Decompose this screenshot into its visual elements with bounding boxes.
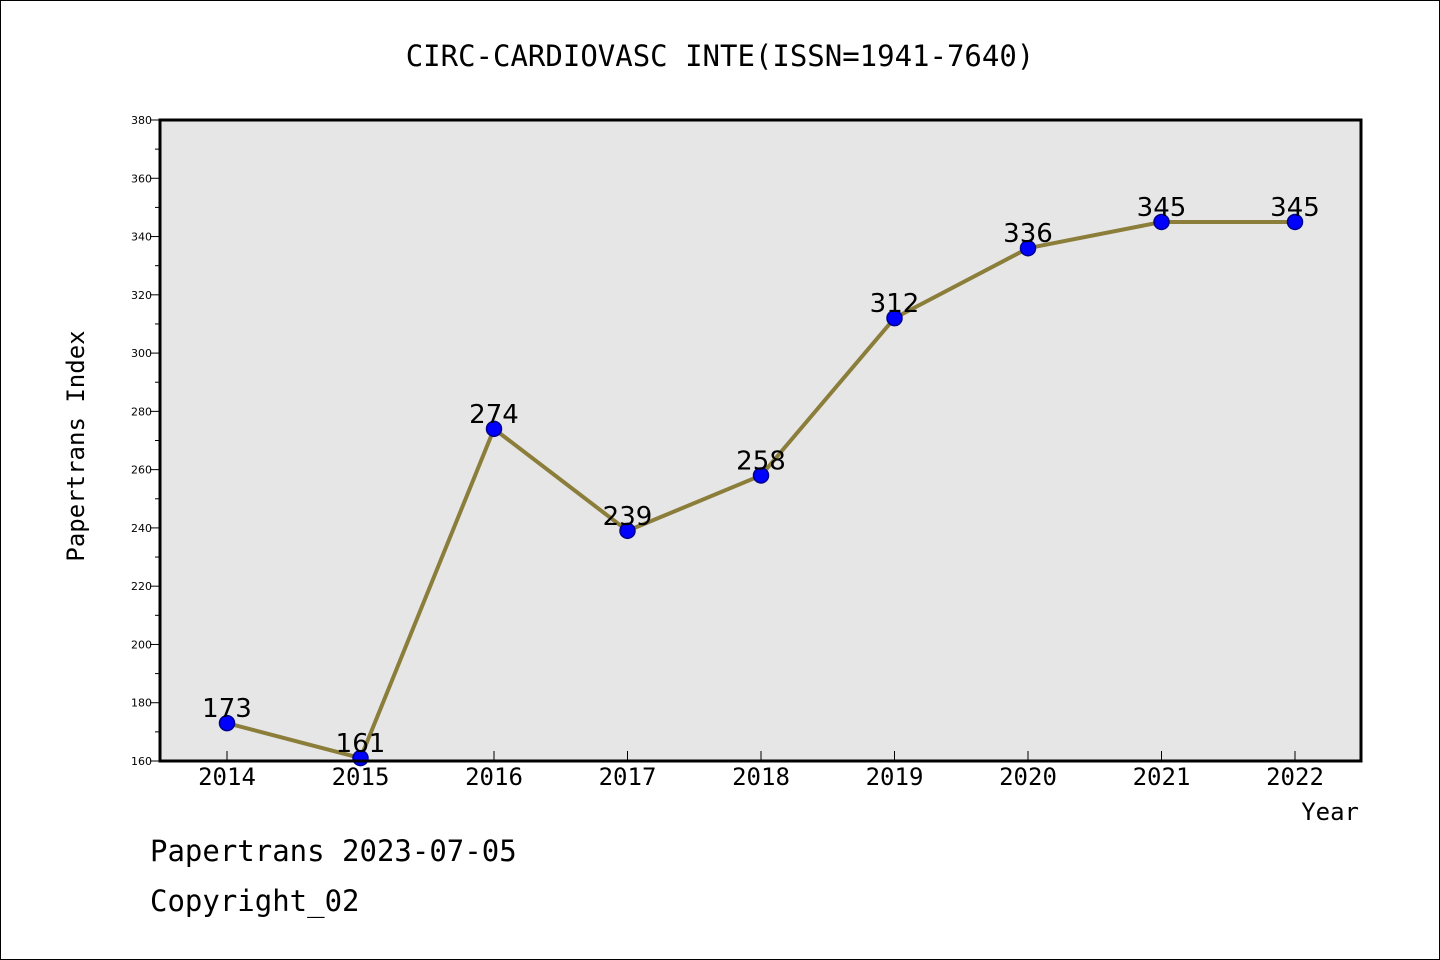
data-point [752,467,770,484]
y-tick-label: 180 [131,697,152,710]
data-label: 274 [469,400,519,430]
y-tick-label: 260 [131,464,152,477]
y-axis-label: Papertrans Index [62,330,90,561]
y-tick-label: 340 [131,231,152,244]
y-tick-label: 200 [131,638,152,651]
y-tick-label: 320 [131,289,152,302]
y-tick-label: 160 [131,755,152,768]
x-tick-label: 2017 [599,763,657,791]
data-point [1153,213,1170,231]
data-label: 312 [870,289,920,319]
x-tick-label: 2022 [1266,763,1324,791]
data-label: 336 [1003,219,1053,249]
y-axis: 160 180 200 220 240 260 280 300 320 340 360 380 [131,114,160,768]
data-point [218,714,236,732]
data-label: 258 [736,446,786,476]
y-tick-label: 240 [131,522,152,535]
y-tick-label: 280 [131,405,152,418]
x-tick-label: 2015 [332,763,390,791]
data-point [619,522,636,540]
footer-copyright: Copyright_02 [150,884,360,918]
data-point [485,420,503,438]
footer-date: Papertrans 2023-07-05 [150,834,517,868]
x-tick-label: 2019 [866,763,924,791]
chart-title: CIRC-CARDIOVASC INTE(ISSN=1941-7640) [406,39,1035,73]
data-label: 161 [336,729,386,759]
x-tick-label: 2016 [465,763,523,791]
x-axis-label: Year [1301,798,1359,826]
y-tick-label: 220 [131,580,152,593]
data-point [1019,239,1037,257]
x-tick-label: 2021 [1133,763,1191,791]
data-series [218,213,1304,767]
data-point [1286,213,1304,231]
data-label: 345 [1270,193,1320,223]
data-labels: 173 161 274 239 258 312 336 345 345 [202,193,1320,759]
data-point [886,309,903,327]
plot-frame [158,118,1363,763]
x-tick-label: 2020 [999,763,1057,791]
x-tick-label: 2018 [732,763,790,791]
x-tick-label: 2014 [198,763,256,791]
y-tick-label: 380 [131,114,152,127]
y-tick-label: 300 [131,347,152,360]
data-label: 345 [1137,193,1187,223]
x-axis: 2014 2015 2016 2017 2018 2019 2020 2021 2022 [198,751,1324,791]
y-tick-label: 360 [131,172,152,185]
data-label: 173 [202,694,252,724]
data-label: 239 [603,502,653,532]
